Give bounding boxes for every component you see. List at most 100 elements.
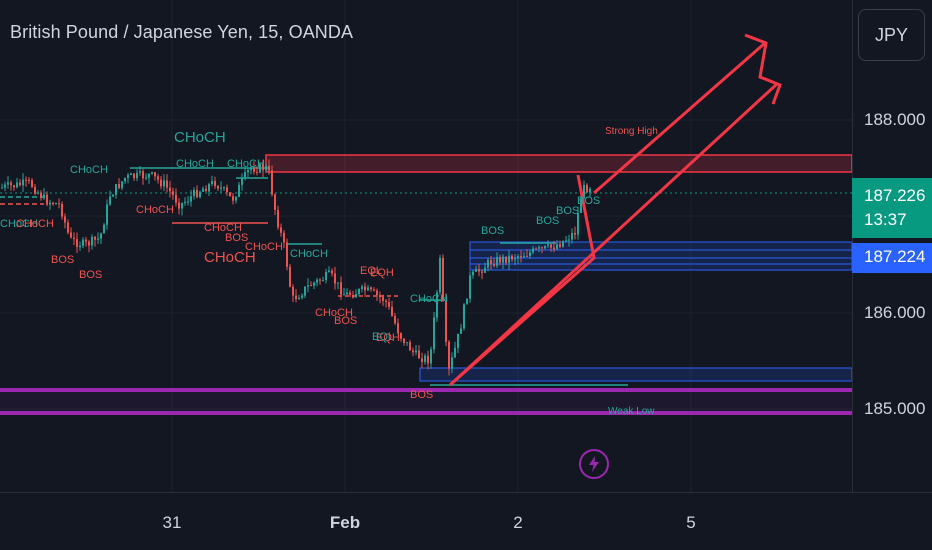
candle-body bbox=[358, 288, 360, 295]
candle-body bbox=[496, 257, 498, 266]
candle-body bbox=[49, 202, 51, 205]
candle-body bbox=[379, 295, 381, 298]
candle-body bbox=[199, 191, 201, 198]
candle-body bbox=[241, 178, 243, 185]
choch-label: CHoCH bbox=[204, 249, 256, 266]
candle-body bbox=[373, 289, 375, 291]
candle-body bbox=[232, 196, 234, 201]
eql-label: EQL bbox=[372, 331, 394, 343]
weak-low-lines[interactable] bbox=[0, 388, 852, 415]
bos-label: BOS bbox=[577, 195, 600, 207]
currency-label: JPY bbox=[874, 24, 908, 45]
choch-label: CHoCH bbox=[410, 293, 448, 305]
candle-body bbox=[67, 222, 69, 233]
candle-body bbox=[505, 256, 507, 263]
candle-body bbox=[121, 181, 123, 189]
candle-body bbox=[478, 269, 480, 272]
last-price-tag: 187.226 13:37 bbox=[852, 178, 932, 238]
candle-body bbox=[256, 171, 258, 173]
candle-body bbox=[457, 333, 459, 348]
candlesticks bbox=[1, 159, 591, 376]
candle-body bbox=[370, 287, 372, 290]
candle-body bbox=[10, 182, 12, 186]
projection-arrows[interactable] bbox=[448, 33, 782, 387]
candle-body bbox=[76, 239, 78, 248]
bid-price-tag: 187.224 bbox=[852, 243, 932, 273]
candle-body bbox=[43, 194, 45, 199]
candle-body bbox=[487, 259, 489, 268]
demand-zones[interactable] bbox=[419, 241, 852, 382]
candle-body bbox=[223, 187, 225, 189]
structure-lines bbox=[0, 167, 628, 386]
candle-body bbox=[349, 292, 351, 296]
candle-body bbox=[298, 297, 300, 300]
candle-body bbox=[148, 173, 150, 178]
candle-body bbox=[442, 257, 444, 301]
chart-title: British Pound / Japanese Yen, 15, OANDA bbox=[10, 22, 354, 42]
candle-body bbox=[304, 286, 306, 296]
bos-label: BOS bbox=[556, 205, 579, 217]
candle-body bbox=[508, 255, 510, 263]
candle-body bbox=[88, 241, 90, 246]
candle-body bbox=[1, 187, 3, 189]
candle-body bbox=[388, 301, 390, 307]
candle-body bbox=[163, 180, 165, 187]
time-axis[interactable] bbox=[0, 492, 932, 550]
price-chart[interactable]: CHoCH CHoCH CHoCH CHoCH CHoCH CHoCH CHoC… bbox=[0, 0, 852, 492]
candle-body bbox=[583, 184, 585, 199]
supply-zone[interactable] bbox=[265, 154, 852, 173]
candle-body bbox=[325, 272, 327, 281]
candle-body bbox=[265, 165, 267, 171]
candle-body bbox=[55, 203, 57, 205]
annotations: CHoCH CHoCH CHoCH CHoCH CHoCH CHoCH CHoC… bbox=[0, 126, 658, 417]
candle-body bbox=[352, 295, 354, 298]
candle-body bbox=[238, 184, 240, 197]
candle-body bbox=[436, 292, 438, 318]
candle-body bbox=[109, 196, 111, 205]
candle-body bbox=[208, 184, 210, 192]
candle-body bbox=[292, 286, 294, 296]
candle-body bbox=[193, 190, 195, 197]
choch-label: CHoCH bbox=[16, 218, 54, 230]
choch-label: CHoCH bbox=[290, 248, 328, 260]
candle-body bbox=[13, 185, 15, 188]
candle-body bbox=[97, 238, 99, 240]
candle-body bbox=[475, 269, 477, 272]
lightning-glyph bbox=[589, 456, 599, 472]
candle-body bbox=[427, 355, 429, 364]
candle-body bbox=[136, 172, 138, 179]
candle-body bbox=[178, 202, 180, 209]
candle-body bbox=[34, 186, 36, 194]
candle-body bbox=[118, 184, 120, 189]
candle-body bbox=[283, 232, 285, 243]
candle-body bbox=[64, 216, 66, 223]
candle-body bbox=[268, 165, 270, 171]
candle-body bbox=[577, 212, 579, 235]
lightning-icon[interactable] bbox=[579, 449, 609, 479]
candle-body bbox=[205, 188, 207, 192]
candle-body bbox=[28, 179, 30, 181]
candle-body bbox=[562, 240, 564, 247]
choch-label: CHoCH bbox=[245, 241, 283, 253]
candle-body bbox=[556, 244, 558, 250]
choch-label: CHoCH bbox=[174, 129, 226, 146]
candle-body bbox=[481, 271, 483, 273]
candle-body bbox=[520, 256, 522, 258]
candle-body bbox=[217, 186, 219, 189]
candle-body bbox=[187, 201, 189, 203]
time-axis-label: 31 bbox=[162, 513, 182, 532]
candle-body bbox=[226, 187, 228, 193]
choch-label: CHoCH bbox=[204, 222, 242, 234]
candle-body bbox=[40, 192, 42, 199]
candle-body bbox=[181, 202, 183, 209]
candle-body bbox=[529, 252, 531, 257]
currency-button[interactable]: JPY bbox=[858, 9, 925, 61]
candle-body bbox=[526, 255, 528, 257]
candle-body bbox=[439, 257, 441, 293]
candle-body bbox=[274, 194, 276, 210]
candle-body bbox=[343, 294, 345, 296]
candle-body bbox=[322, 280, 324, 282]
candle-body bbox=[247, 170, 249, 173]
candle-body bbox=[553, 247, 555, 250]
candle-body bbox=[415, 350, 417, 353]
